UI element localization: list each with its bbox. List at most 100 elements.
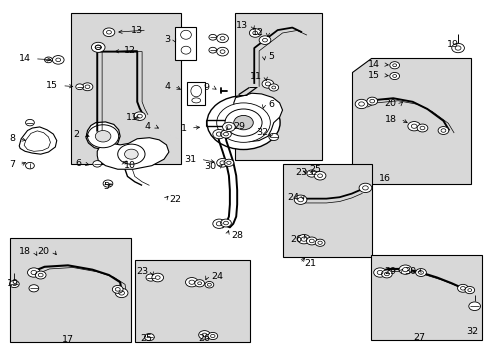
Bar [175,27,195,60]
Polygon shape [24,131,50,151]
Text: 6: 6 [267,100,273,109]
Circle shape [25,120,34,126]
Bar [282,164,371,257]
Ellipse shape [181,46,190,54]
Bar [186,82,205,105]
Text: 23: 23 [295,168,307,177]
Circle shape [118,144,145,164]
Circle shape [259,36,270,44]
Circle shape [220,50,224,53]
Circle shape [224,109,262,136]
Circle shape [373,268,386,277]
Circle shape [202,333,206,337]
Bar [135,260,250,342]
Circle shape [52,55,64,64]
Polygon shape [351,58,470,184]
Circle shape [9,280,19,288]
Circle shape [216,34,228,42]
Ellipse shape [191,98,200,103]
Circle shape [29,285,39,292]
Circle shape [262,39,267,42]
Text: 24: 24 [211,271,223,280]
Circle shape [419,126,424,130]
Circle shape [309,239,314,243]
Text: 10: 10 [123,161,135,170]
Text: 30: 30 [203,162,216,171]
Text: 26: 26 [198,334,210,343]
Text: 11: 11 [126,113,138,122]
Text: 12: 12 [251,28,264,37]
Circle shape [464,287,474,294]
Circle shape [91,42,105,52]
Text: 21: 21 [304,259,315,268]
Polygon shape [224,93,282,141]
Circle shape [76,84,83,90]
Circle shape [306,170,316,177]
Text: 2: 2 [74,130,80,139]
Bar [370,255,482,339]
Circle shape [112,285,123,293]
Circle shape [155,276,160,279]
Text: 31: 31 [184,155,196,164]
Text: 23: 23 [136,267,148,276]
Circle shape [268,134,278,140]
Circle shape [398,265,411,274]
Circle shape [315,239,325,246]
Bar [10,238,131,342]
Text: 32: 32 [255,128,267,137]
Circle shape [297,234,310,244]
Circle shape [144,333,154,341]
Text: 32: 32 [466,327,478,336]
Circle shape [271,86,275,89]
Circle shape [85,85,90,89]
Circle shape [27,268,40,277]
Text: 26: 26 [289,235,302,244]
Circle shape [407,122,420,131]
Circle shape [93,161,102,167]
Text: 18: 18 [19,247,31,256]
Text: 19: 19 [7,279,19,288]
Circle shape [38,273,43,277]
Text: 25: 25 [308,166,320,175]
Circle shape [124,149,138,159]
Circle shape [225,125,231,129]
Circle shape [392,64,396,67]
Circle shape [294,195,306,204]
Circle shape [103,28,115,37]
Circle shape [185,278,198,287]
Circle shape [207,332,217,339]
Circle shape [389,62,399,69]
Text: 29: 29 [384,267,396,276]
Text: 22: 22 [168,195,181,204]
Text: 1: 1 [181,123,186,132]
Circle shape [233,116,253,130]
Circle shape [82,83,93,91]
Circle shape [457,284,468,292]
Text: 14: 14 [19,54,31,63]
Text: 3: 3 [164,35,170,44]
Text: 5: 5 [267,52,273,61]
Circle shape [437,127,448,134]
Text: 15: 15 [367,71,379,80]
Circle shape [392,75,396,77]
Circle shape [115,288,120,291]
Ellipse shape [190,85,201,97]
Text: 25: 25 [140,334,152,343]
Circle shape [25,162,34,169]
Circle shape [451,43,464,53]
Circle shape [252,31,257,35]
Circle shape [366,97,377,105]
Circle shape [467,289,471,292]
Circle shape [95,45,101,49]
Circle shape [306,237,317,245]
Text: 12: 12 [124,46,136,55]
Circle shape [208,47,216,53]
Circle shape [95,131,111,142]
Bar [234,13,321,160]
Text: 11: 11 [249,72,261,81]
Circle shape [317,174,322,177]
Circle shape [115,288,128,298]
Circle shape [206,96,280,149]
Circle shape [35,271,46,279]
Circle shape [268,84,278,91]
